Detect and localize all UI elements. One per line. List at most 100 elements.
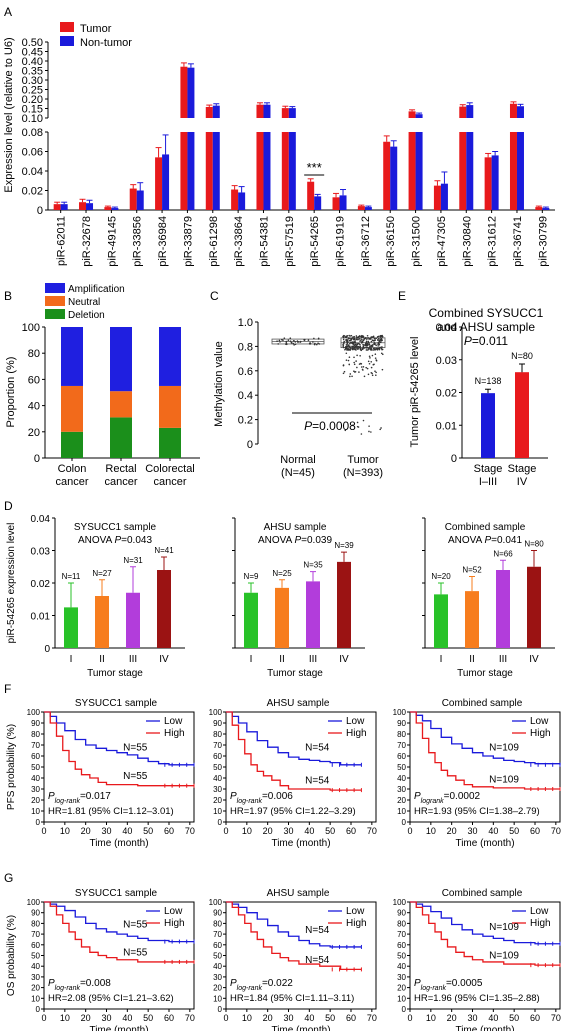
data-point — [348, 337, 351, 340]
x-tick-label: III — [499, 654, 507, 665]
data-point — [347, 343, 349, 346]
data-point — [353, 344, 356, 347]
bar-nontumor — [466, 105, 474, 118]
bar-tumor — [155, 157, 163, 210]
n-label-low: N=55 — [123, 920, 148, 931]
y-tick-label: 0.30 — [22, 75, 43, 87]
legend-swatch — [45, 296, 65, 306]
bar-nontumor — [288, 132, 296, 210]
text-part: P — [48, 978, 55, 989]
y-tick-label: 0.8 — [238, 341, 253, 353]
panel-label-e: E — [398, 289, 406, 303]
data-point — [380, 347, 383, 350]
group-label: Normal — [280, 454, 315, 466]
bar-tumor — [332, 197, 340, 210]
y-tick-label: 70 — [31, 930, 40, 939]
bar-nontumor — [212, 105, 220, 118]
data-point — [363, 375, 366, 378]
data-point — [351, 375, 353, 378]
stacked-bar-amplification — [110, 327, 132, 392]
y-tick-label: 60 — [31, 752, 40, 761]
survival-curve-low — [44, 901, 194, 943]
p-value: P=0.0008 — [304, 419, 356, 433]
n-label-high: N=54 — [305, 955, 330, 966]
x-tick-label: Rectal — [105, 463, 136, 475]
data-point — [343, 334, 345, 337]
y-tick-label: 70 — [31, 741, 40, 750]
data-point — [366, 343, 368, 346]
bar-tumor — [535, 207, 543, 210]
bar-nontumor — [466, 132, 474, 210]
n-label: N=35 — [303, 561, 323, 570]
y-tick-label: 0.06 — [22, 147, 43, 159]
bar-stage — [126, 592, 140, 648]
x-tick-label: III — [309, 654, 317, 665]
stacked-bar-neutral — [61, 385, 83, 432]
data-point — [293, 344, 295, 346]
y-tick-label: 80 — [28, 348, 40, 360]
bar-tumor — [79, 202, 87, 210]
data-point — [362, 366, 365, 368]
n-label-low: N=54 — [305, 925, 330, 936]
stacked-bar-amplification — [61, 327, 83, 386]
bar-tumor — [53, 204, 61, 210]
data-point — [374, 348, 377, 351]
bar-nontumor — [288, 108, 296, 118]
y-tick-label: 10 — [397, 807, 406, 816]
data-point — [361, 339, 363, 341]
x-tick-label: 20 — [81, 826, 91, 836]
text-part: P — [230, 791, 237, 802]
y-tick-label: 0.03 — [436, 355, 457, 367]
n-label-high: N=55 — [123, 771, 148, 782]
y-tick-label: 100 — [393, 708, 407, 717]
data-point — [379, 339, 381, 342]
data-point — [365, 366, 367, 369]
data-point — [313, 337, 315, 340]
data-point — [381, 348, 383, 351]
survival-curve-high — [410, 711, 560, 790]
y-tick-label: 20 — [213, 796, 222, 805]
bar-nontumor — [516, 132, 524, 210]
text-part: =0.011 — [472, 334, 508, 348]
y-axis-label: Proportion (%) — [5, 357, 17, 428]
n-label: N=80 — [524, 540, 544, 549]
stacked-bar-neutral — [159, 385, 181, 428]
data-point — [294, 341, 297, 343]
data-point — [285, 342, 288, 345]
bar-stage — [157, 570, 171, 648]
legend-label-high: High — [530, 918, 551, 929]
data-point — [346, 348, 349, 351]
data-point — [366, 367, 369, 370]
y-tick-label: 0.02 — [31, 579, 51, 590]
y-tick-label: 20 — [213, 984, 222, 993]
n-label-high: N=109 — [489, 774, 519, 785]
data-point — [342, 338, 345, 341]
data-point — [348, 363, 351, 366]
legend-label-low: Low — [164, 906, 183, 917]
legend-label-tumor: Tumor — [80, 23, 112, 35]
data-point — [367, 337, 369, 339]
data-point — [347, 359, 350, 362]
y-tick-label: 0 — [218, 1005, 223, 1014]
data-point — [360, 366, 363, 368]
bar-nontumor — [314, 196, 322, 210]
x-tick-label: piR-54381 — [258, 216, 270, 267]
x-tick-label: 50 — [509, 1013, 519, 1023]
hazard-ratio: HR=1.93 (95% CI=1.38–2.79) — [414, 806, 540, 817]
text-part: P — [414, 978, 421, 989]
text-part: =0.043 — [121, 535, 152, 546]
data-point — [380, 337, 383, 340]
n-label: N=138 — [475, 376, 502, 386]
n-label: N=31 — [123, 556, 143, 565]
legend-swatch-nontumor — [60, 36, 74, 46]
data-point — [356, 366, 358, 369]
hazard-ratio: HR=1.81 (95% CI=1.12–3.01) — [48, 806, 174, 817]
bar-tumor — [256, 132, 264, 210]
y-tick-label: 100 — [27, 898, 41, 907]
p-value: P=0.011 — [464, 334, 508, 348]
n-label-high: N=109 — [489, 951, 519, 962]
y-tick-label: 60 — [28, 374, 40, 386]
data-point — [367, 373, 370, 376]
data-point — [380, 352, 383, 355]
